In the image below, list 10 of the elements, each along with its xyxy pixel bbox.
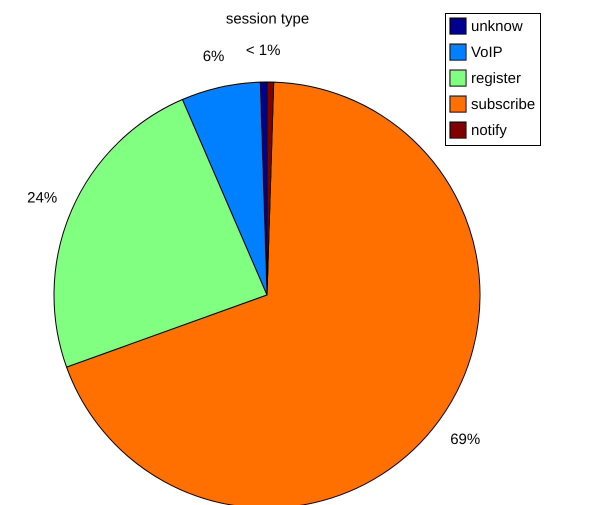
legend-label: subscribe xyxy=(471,96,536,113)
data-label: 69% xyxy=(450,431,480,448)
data-label: 6% xyxy=(202,48,224,65)
legend-label: register xyxy=(471,70,522,87)
data-label: < 1% xyxy=(246,42,280,60)
legend-label: unknow xyxy=(471,18,523,35)
legend-label: VoIP xyxy=(471,44,503,61)
data-label: 24% xyxy=(27,190,58,207)
legend-label: notify xyxy=(471,122,508,139)
chart-title: session type xyxy=(226,10,310,28)
